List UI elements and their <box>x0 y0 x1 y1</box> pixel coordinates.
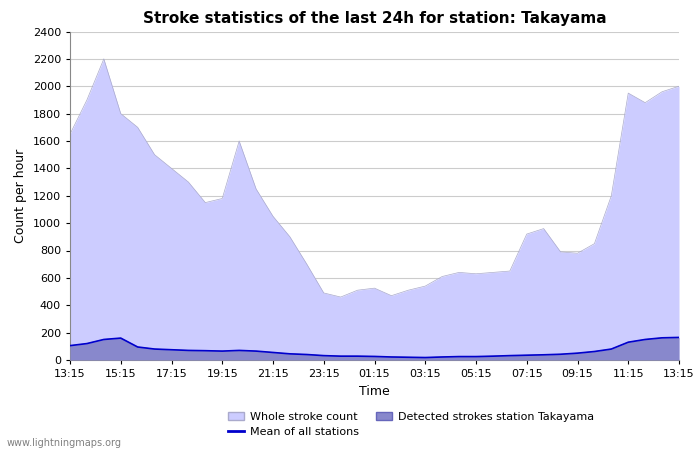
Y-axis label: Count per hour: Count per hour <box>14 148 27 243</box>
Legend: Whole stroke count, Mean of all stations, Detected strokes station Takayama: Whole stroke count, Mean of all stations… <box>228 412 594 437</box>
X-axis label: Time: Time <box>359 385 390 398</box>
Text: www.lightningmaps.org: www.lightningmaps.org <box>7 438 122 448</box>
Title: Stroke statistics of the last 24h for station: Takayama: Stroke statistics of the last 24h for st… <box>143 11 606 26</box>
